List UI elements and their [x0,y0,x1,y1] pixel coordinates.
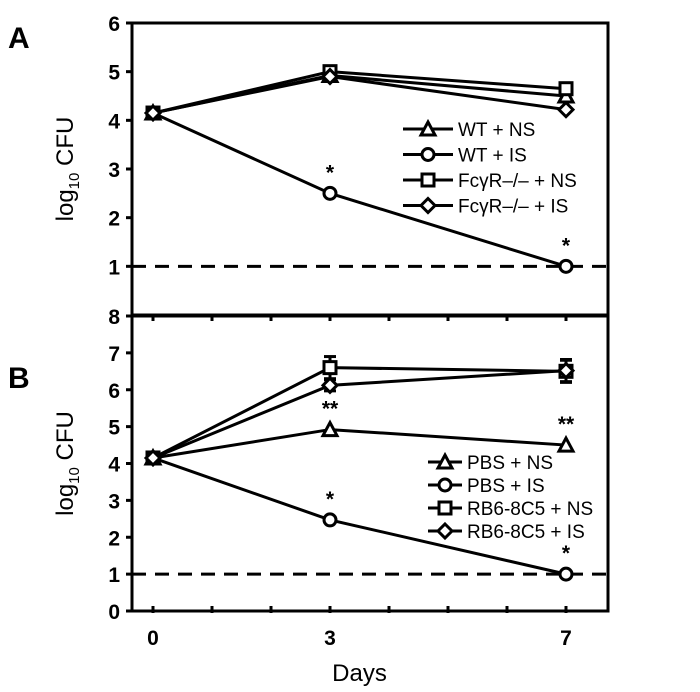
y-tick-label: 1 [108,564,120,587]
legend-marker [435,521,455,541]
legend-label: RB6-8C5 + NS [467,499,593,520]
legend-label: FcγR–/– + IS [458,197,568,218]
data-point [143,103,163,123]
y-tick-label: 6 [108,380,120,403]
panel-label: B [8,362,30,395]
series-line [152,366,567,460]
legend-label: WT + IS [458,146,527,167]
legend-marker [437,477,453,493]
y-tick-label: 2 [108,527,120,550]
y-label-sub: 10 [66,467,83,484]
data-point [558,566,574,582]
series-diamond [143,67,576,123]
significance-marker: * [326,161,335,184]
y-tick-label: 4 [108,110,120,133]
series-diamond [143,358,576,468]
series-line [152,75,567,115]
y-axis-label: log10 CFU [52,117,83,222]
y-tick-label: 6 [108,13,120,36]
data-point [556,100,576,119]
legend-label: RB6-8C5 + IS [467,522,585,543]
legend-marker [420,147,436,162]
x-tick-label: 3 [324,627,336,650]
significance-marker: ** [558,413,575,436]
data-point [556,434,576,453]
data-point [143,448,163,468]
panel-label: A [8,22,30,55]
y-label-rest: CFU [52,411,79,467]
y-tick-label: 3 [108,159,120,182]
y-tick-label: 2 [108,208,120,231]
data-point [322,360,338,376]
panel-A: A 1 2 3 4 5 6 log10 CFU * * WT + NS WT + IS FcγR–/– … [8,13,610,317]
data-point [556,361,576,380]
y-tick-label: 4 [108,454,120,477]
legend-label: PBS + NS [467,453,553,474]
series-line [152,369,567,460]
x-axis-label: Days [332,660,387,687]
significance-marker: * [562,234,571,257]
legend-marker [437,500,453,516]
y-label-base: log [52,484,79,516]
legend-label: PBS + IS [467,476,545,497]
data-point [558,258,574,274]
series-triangle [143,65,576,121]
legend: WT + NS WT + IS FcγR–/– + NS FcγR–/– + IS [403,118,577,218]
y-tick-label: 3 [108,490,120,513]
significance-marker: * [562,542,571,565]
y-tick-label: 5 [108,417,120,440]
significance-marker: * [326,488,335,511]
legend-marker [418,118,438,137]
data-point [320,419,340,438]
y-tick-label: 7 [108,343,120,366]
plot-frame [130,21,610,317]
y-label-sub: 10 [66,173,83,190]
y-tick-label: 5 [108,62,120,85]
y-tick-label: 0 [108,601,120,624]
y-axis-label: log10 CFU [52,411,83,516]
x-tick-label: 0 [147,627,159,650]
data-point [320,376,340,395]
legend-label: WT + NS [458,120,535,141]
legend-marker [418,196,438,215]
data-point [320,67,340,86]
legend-marker [435,451,455,470]
y-label-rest: CFU [52,117,79,173]
legend-marker [420,172,436,188]
x-tick-label: 7 [560,627,572,650]
y-tick-label: 8 [108,306,120,329]
y-label-base: log [52,189,79,221]
significance-marker: ** [322,398,339,421]
y-tick-label: 1 [108,256,120,279]
data-point [322,512,338,528]
legend-label: FcγR–/– + NS [458,171,577,192]
data-point [558,81,574,97]
data-point [322,185,338,201]
